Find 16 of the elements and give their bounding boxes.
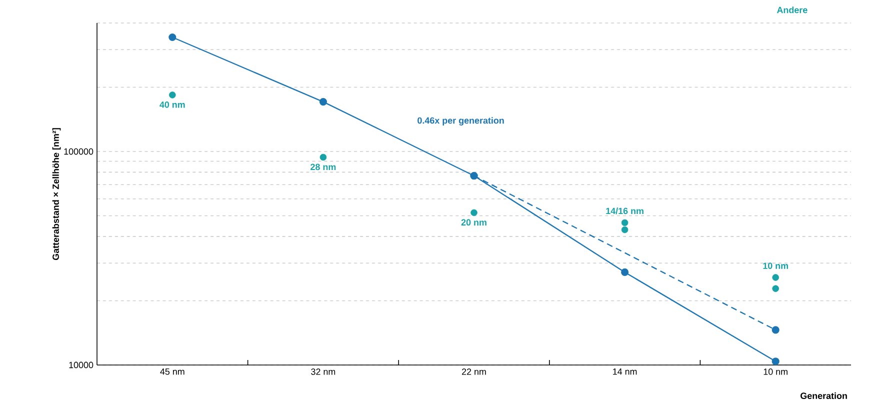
x-axis-title: Generation xyxy=(800,392,847,400)
annotation: 0.46x per generation xyxy=(418,117,504,126)
x-tick-label: 32 nm xyxy=(311,368,336,375)
y-tick-label: 100000 xyxy=(64,148,94,155)
x-tick-label: 45 nm xyxy=(160,368,184,375)
x-tick-label: 10 nm xyxy=(764,368,788,375)
y-tick-label: 10000 xyxy=(69,362,94,368)
annotation: 28 nm xyxy=(310,164,336,170)
text: Andere xyxy=(776,6,808,14)
annotation: 14/16 nm xyxy=(606,208,644,214)
annotation: 10 nm xyxy=(763,262,788,269)
y-axis-title: Gatterabstand × Zellhöhe [nm²] xyxy=(52,128,61,260)
x-tick-label: 22 nm xyxy=(462,368,486,375)
x-tick-label: 14 nm xyxy=(613,368,637,375)
annotation: 20 nm xyxy=(461,219,486,226)
annotation: 40 nm xyxy=(160,101,185,108)
